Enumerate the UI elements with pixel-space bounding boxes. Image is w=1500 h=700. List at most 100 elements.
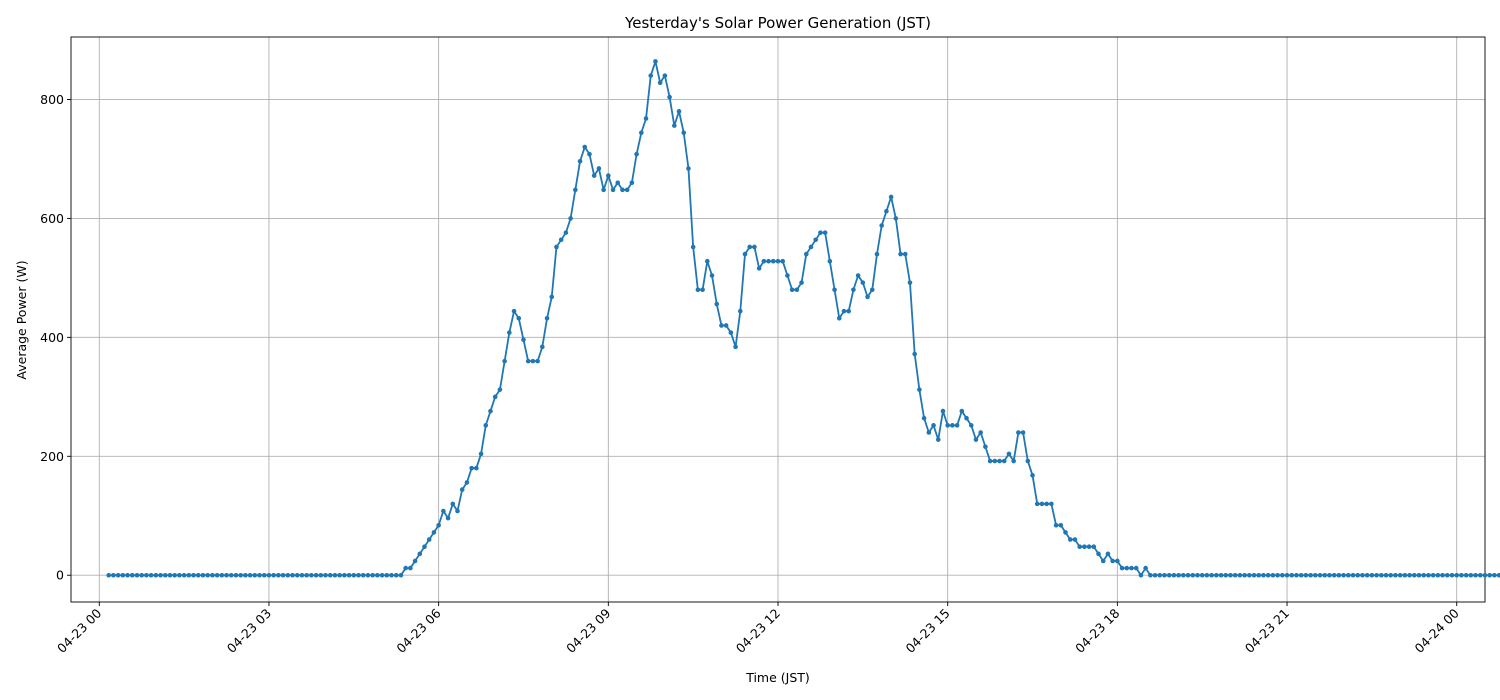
data-point xyxy=(1053,522,1059,528)
data-point xyxy=(954,423,960,428)
data-point xyxy=(1421,572,1427,578)
data-point xyxy=(1463,572,1469,578)
x-axis-ticks: 04-23 00 04-23 03 04-23 06 04-23 09 04-23 12… xyxy=(54,602,1462,656)
y-axis-title: Average Power (W) xyxy=(14,260,29,379)
data-point xyxy=(195,572,201,578)
data-point xyxy=(540,344,545,350)
data-point xyxy=(1388,572,1394,578)
data-point xyxy=(1355,572,1361,578)
data-point xyxy=(276,572,281,578)
data-point xyxy=(511,308,517,314)
data-point xyxy=(888,194,894,200)
data-point xyxy=(926,430,932,435)
data-point xyxy=(1011,458,1016,464)
data-point xyxy=(370,572,375,578)
data-point xyxy=(1402,572,1408,578)
data-point xyxy=(422,544,427,549)
data-point xyxy=(573,187,578,193)
data-point xyxy=(1435,572,1441,578)
data-point xyxy=(912,351,917,357)
x-axis-title: Time (JST) xyxy=(745,670,810,685)
data-point xyxy=(1096,551,1101,557)
data-point xyxy=(766,258,771,264)
data-point xyxy=(111,572,116,578)
data-point xyxy=(719,323,724,328)
data-point xyxy=(987,458,993,464)
data-point xyxy=(1001,458,1007,464)
data-point xyxy=(733,344,738,350)
data-point xyxy=(1280,572,1285,578)
data-point xyxy=(1397,572,1403,578)
data-point xyxy=(478,451,484,457)
data-point xyxy=(488,408,493,414)
data-point xyxy=(474,465,479,471)
data-point xyxy=(1360,572,1365,578)
data-point xyxy=(403,565,408,571)
data-point xyxy=(1058,522,1064,528)
data-point xyxy=(181,572,187,578)
data-point xyxy=(1265,572,1271,578)
data-point xyxy=(601,187,606,193)
data-point xyxy=(1129,565,1134,571)
data-point xyxy=(191,572,196,578)
data-point xyxy=(257,572,262,578)
data-point xyxy=(869,287,875,293)
data-point xyxy=(261,572,267,578)
data-point xyxy=(1228,572,1233,578)
data-point xyxy=(332,572,338,578)
data-point xyxy=(803,251,809,257)
data-point xyxy=(700,287,705,293)
data-point xyxy=(1162,572,1167,578)
data-point xyxy=(1063,530,1068,535)
data-point xyxy=(1440,572,1445,578)
data-point xyxy=(1086,544,1092,549)
data-point xyxy=(1247,572,1252,578)
data-point xyxy=(379,572,385,578)
data-point xyxy=(789,287,795,293)
data-point xyxy=(1209,572,1214,578)
data-point xyxy=(445,515,451,521)
data-point xyxy=(1317,572,1323,578)
data-point xyxy=(643,116,649,121)
data-point xyxy=(1218,572,1224,578)
data-point xyxy=(935,437,941,442)
data-point xyxy=(705,258,710,264)
data-point xyxy=(1016,430,1021,435)
data-point xyxy=(1412,572,1417,578)
data-point xyxy=(1185,572,1191,578)
data-point xyxy=(1181,572,1186,578)
data-point xyxy=(978,430,983,435)
data-point xyxy=(1308,572,1313,578)
data-point xyxy=(770,258,776,264)
data-point xyxy=(818,230,823,235)
x-tick-label: 04-23 15 xyxy=(902,606,952,656)
data-point xyxy=(587,151,592,157)
x-gridlines xyxy=(98,37,1458,602)
data-point xyxy=(266,572,272,578)
data-point xyxy=(1223,572,1229,578)
data-point xyxy=(775,258,781,264)
data-point xyxy=(629,180,635,186)
x-tick-label: 04-23 21 xyxy=(1242,606,1292,656)
data-point xyxy=(714,301,720,307)
data-point xyxy=(865,294,870,300)
data-point xyxy=(1100,558,1106,564)
data-point xyxy=(879,223,884,228)
data-point xyxy=(365,572,371,578)
data-point xyxy=(356,572,361,578)
data-point xyxy=(313,572,319,578)
data-point xyxy=(398,572,404,578)
data-point xyxy=(167,572,173,578)
data-point xyxy=(346,572,352,578)
y-tick-label: 800 xyxy=(40,92,64,107)
data-point xyxy=(1426,572,1431,578)
data-point xyxy=(431,530,437,535)
data-point xyxy=(1449,572,1455,578)
data-point xyxy=(210,572,215,578)
data-point xyxy=(360,572,366,578)
data-point xyxy=(898,251,903,257)
data-point xyxy=(1039,501,1045,507)
data-point xyxy=(836,316,842,321)
data-point xyxy=(983,444,988,450)
data-point xyxy=(1091,544,1097,549)
